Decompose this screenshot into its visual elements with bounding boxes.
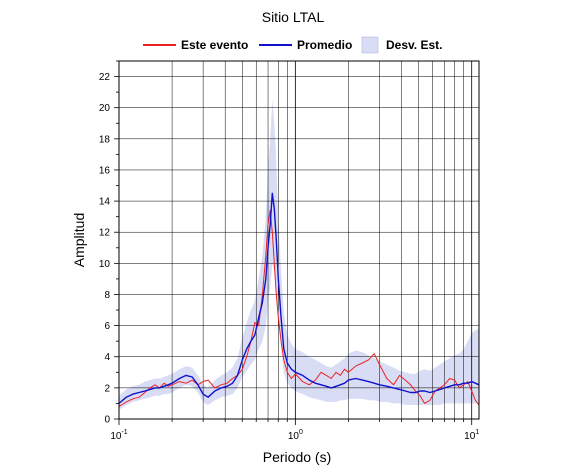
plot-area: [118, 60, 480, 420]
x-axis-title: Periodo (s): [263, 449, 331, 465]
x-tick-label: 101: [464, 429, 479, 442]
y-tick-label: 4: [104, 352, 110, 363]
y-tick-label: 20: [99, 103, 111, 114]
x-tick-label: 10-1: [110, 429, 127, 442]
y-tick-label: 6: [104, 321, 110, 332]
x-axis: 10-1 100 101: [110, 419, 479, 442]
y-tick-label: 8: [104, 290, 110, 301]
series-line-este-evento: [118, 209, 480, 407]
series-layer: [118, 192, 480, 407]
series-line-promedio: [118, 192, 480, 404]
legend-label-desv-est: Desv. Est.: [386, 38, 442, 52]
y-tick-label: 22: [99, 72, 111, 83]
legend-label-este-evento: Este evento: [181, 38, 248, 52]
legend-label-promedio: Promedio: [297, 38, 352, 52]
y-tick-label: 10: [99, 259, 111, 270]
std-band-layer: [119, 99, 479, 410]
y-tick-label: 14: [99, 197, 111, 208]
y-tick-label: 0: [104, 415, 110, 426]
y-tick-label: 16: [99, 165, 111, 176]
y-tick-label: 12: [99, 228, 111, 239]
legend: Este evento Promedio Desv. Est.: [143, 36, 442, 54]
y-tick-label: 18: [99, 134, 111, 145]
legend-swatch-desv-est: [361, 36, 379, 54]
std-band: [119, 99, 479, 410]
plot-frame: [118, 60, 480, 420]
x-tick-label: 100: [288, 429, 303, 442]
y-tick-label: 2: [104, 383, 110, 394]
chart-title: Sitio LTAL: [262, 9, 325, 25]
grid-layer: [118, 61, 479, 420]
y-axis: 0 2 4 6 8 10 12 14 16 18 20 22: [99, 60, 119, 426]
y-axis-title: Amplitud: [71, 213, 87, 267]
